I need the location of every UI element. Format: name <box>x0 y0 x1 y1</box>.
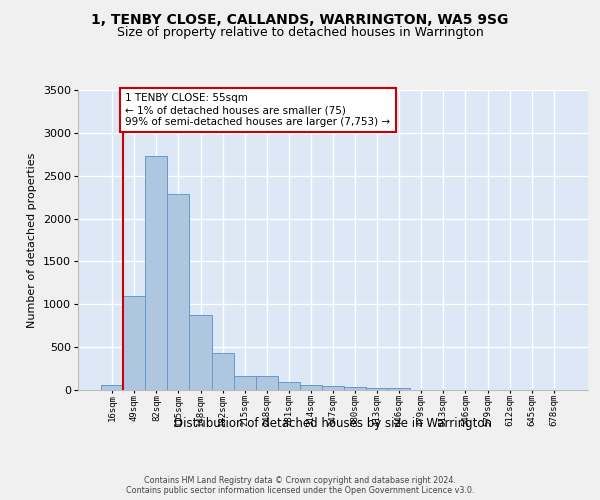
Y-axis label: Number of detached properties: Number of detached properties <box>28 152 37 328</box>
Bar <box>167 194 190 390</box>
Bar <box>101 386 123 390</box>
Bar <box>300 385 322 390</box>
Bar <box>145 156 167 390</box>
Text: Contains HM Land Registry data © Crown copyright and database right 2024.
Contai: Contains HM Land Registry data © Crown c… <box>126 476 474 495</box>
Text: 1 TENBY CLOSE: 55sqm
← 1% of detached houses are smaller (75)
99% of semi-detach: 1 TENBY CLOSE: 55sqm ← 1% of detached ho… <box>125 94 391 126</box>
Bar <box>388 388 410 390</box>
Text: 1, TENBY CLOSE, CALLANDS, WARRINGTON, WA5 9SG: 1, TENBY CLOSE, CALLANDS, WARRINGTON, WA… <box>91 12 509 26</box>
Bar <box>344 387 366 390</box>
Bar <box>366 388 388 390</box>
Bar <box>190 316 212 390</box>
Bar <box>278 382 300 390</box>
Text: Distribution of detached houses by size in Warrington: Distribution of detached houses by size … <box>174 418 492 430</box>
Bar <box>123 296 145 390</box>
Bar <box>212 353 233 390</box>
Bar <box>233 376 256 390</box>
Bar <box>322 386 344 390</box>
Text: Size of property relative to detached houses in Warrington: Size of property relative to detached ho… <box>116 26 484 39</box>
Bar <box>256 376 278 390</box>
